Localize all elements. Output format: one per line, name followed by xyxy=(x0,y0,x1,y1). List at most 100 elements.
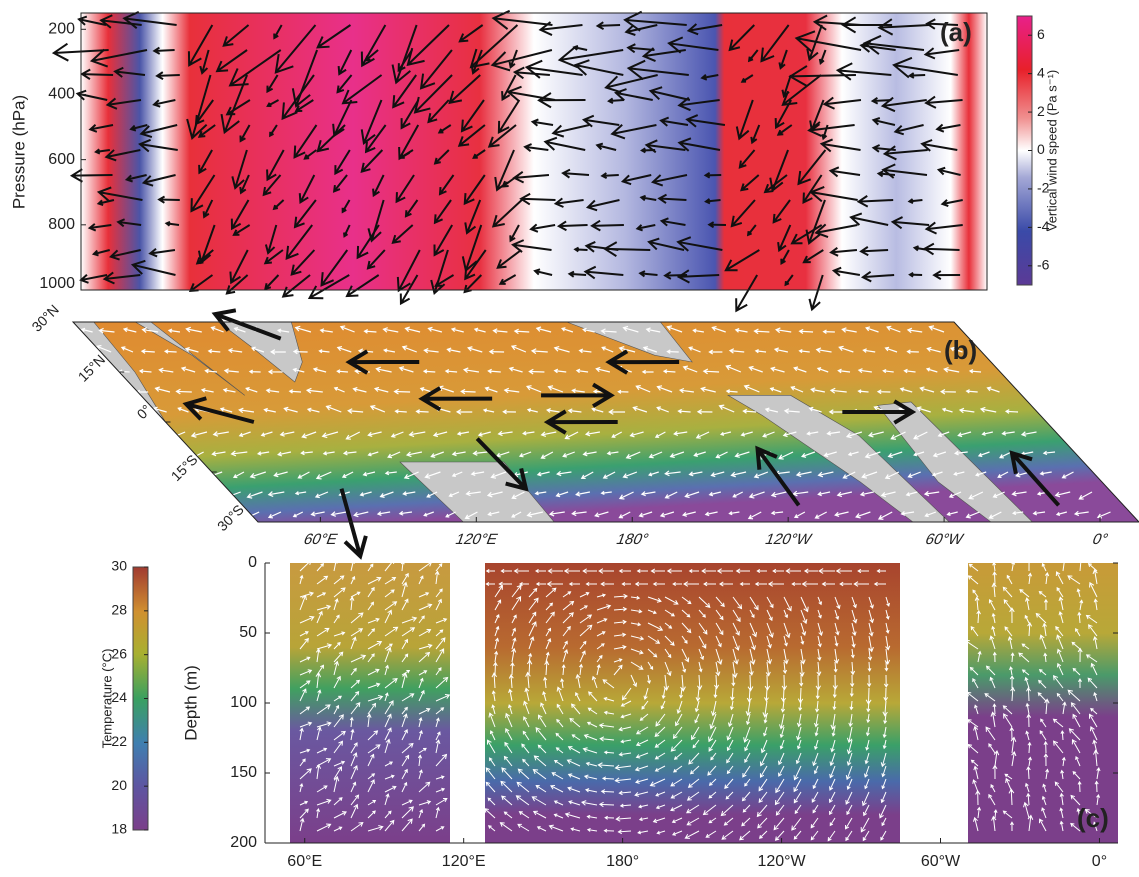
current-vector xyxy=(333,797,343,806)
current-vector xyxy=(553,800,564,806)
current-vector xyxy=(702,368,720,375)
current-vector xyxy=(384,664,389,676)
current-vector xyxy=(756,569,767,573)
current-vector xyxy=(511,614,517,624)
wind-vector xyxy=(659,116,689,127)
current-vector xyxy=(299,591,315,598)
wind-vector xyxy=(496,249,522,269)
current-vector xyxy=(946,511,958,517)
current-vector xyxy=(780,687,787,703)
current-vector xyxy=(873,581,886,587)
current-vector xyxy=(359,491,372,497)
x-tick-label: 120°W xyxy=(763,531,815,547)
current-vector xyxy=(418,603,433,611)
current-vector xyxy=(817,635,822,648)
current-vector xyxy=(1052,674,1064,689)
current-vector xyxy=(664,609,676,617)
current-vector xyxy=(118,369,130,374)
current-vector xyxy=(579,640,587,650)
current-vector xyxy=(692,328,704,333)
current-vector xyxy=(288,389,301,394)
current-vector xyxy=(662,369,676,374)
wind-vector xyxy=(266,74,279,94)
colorbar-tick-label: 20 xyxy=(111,777,127,793)
current-vector xyxy=(800,622,807,636)
current-vector xyxy=(815,687,820,700)
current-vector xyxy=(656,830,666,835)
current-vector xyxy=(749,609,755,619)
wind-vector xyxy=(470,49,483,75)
current-vector xyxy=(336,345,352,353)
current-vector xyxy=(640,491,656,497)
wind-vector xyxy=(859,246,889,257)
wind-vector xyxy=(657,193,687,204)
wind-vector xyxy=(626,59,689,81)
wind-vector xyxy=(685,114,726,128)
current-vector xyxy=(1027,621,1033,637)
current-vector xyxy=(526,511,544,518)
wind-vector xyxy=(935,123,961,133)
wind-vector xyxy=(776,124,793,136)
current-vector xyxy=(384,785,397,793)
current-vector xyxy=(561,664,566,676)
current-vector xyxy=(596,643,605,650)
current-vector xyxy=(621,687,632,701)
current-vector xyxy=(659,511,675,518)
current-vector xyxy=(677,408,691,414)
current-vector xyxy=(845,817,853,830)
current-vector xyxy=(1052,718,1064,728)
current-vector xyxy=(1070,702,1081,715)
current-vector xyxy=(598,801,615,808)
current-vector xyxy=(518,451,532,458)
wind-vector xyxy=(198,149,213,175)
current-vector xyxy=(879,804,887,819)
current-vector xyxy=(600,789,615,794)
current-vector xyxy=(1007,636,1013,650)
wind-vector xyxy=(730,199,756,228)
current-vector xyxy=(885,609,890,620)
current-vector xyxy=(977,650,982,663)
current-vector xyxy=(992,703,997,715)
current-vector xyxy=(299,637,309,650)
current-vector xyxy=(976,609,981,624)
current-vector xyxy=(566,759,581,767)
current-vector xyxy=(732,648,739,665)
current-vector xyxy=(494,599,502,611)
current-vector xyxy=(1090,707,1098,715)
current-vector xyxy=(487,368,501,374)
current-vector xyxy=(686,817,700,826)
current-vector xyxy=(185,326,202,333)
current-vector xyxy=(484,386,498,393)
current-vector xyxy=(418,730,423,741)
current-vector xyxy=(1078,554,1084,572)
wind-vector xyxy=(99,14,142,29)
current-vector xyxy=(709,713,717,730)
current-vector xyxy=(1038,818,1047,832)
wind-vector xyxy=(360,99,383,145)
wind-vector xyxy=(269,124,278,138)
current-vector xyxy=(992,491,1005,498)
current-vector xyxy=(600,328,617,335)
wind-vector xyxy=(501,74,517,102)
current-vector xyxy=(534,491,547,496)
current-vector xyxy=(860,817,870,833)
current-vector xyxy=(545,651,550,663)
current-vector xyxy=(382,327,399,333)
current-vector xyxy=(772,568,784,574)
current-vector xyxy=(688,471,703,477)
current-vector xyxy=(505,712,513,728)
current-vector xyxy=(342,450,357,456)
current-vector xyxy=(800,648,806,665)
current-vector xyxy=(555,732,564,741)
current-vector xyxy=(598,722,615,729)
wind-vector xyxy=(392,74,417,109)
current-vector xyxy=(316,785,328,793)
current-vector xyxy=(728,348,745,354)
current-vector xyxy=(634,791,649,797)
current-vector xyxy=(1092,635,1098,650)
wind-vector xyxy=(676,269,720,284)
current-vector xyxy=(498,581,512,587)
current-vector xyxy=(885,596,890,607)
current-vector xyxy=(603,828,615,833)
current-vector xyxy=(630,595,641,600)
